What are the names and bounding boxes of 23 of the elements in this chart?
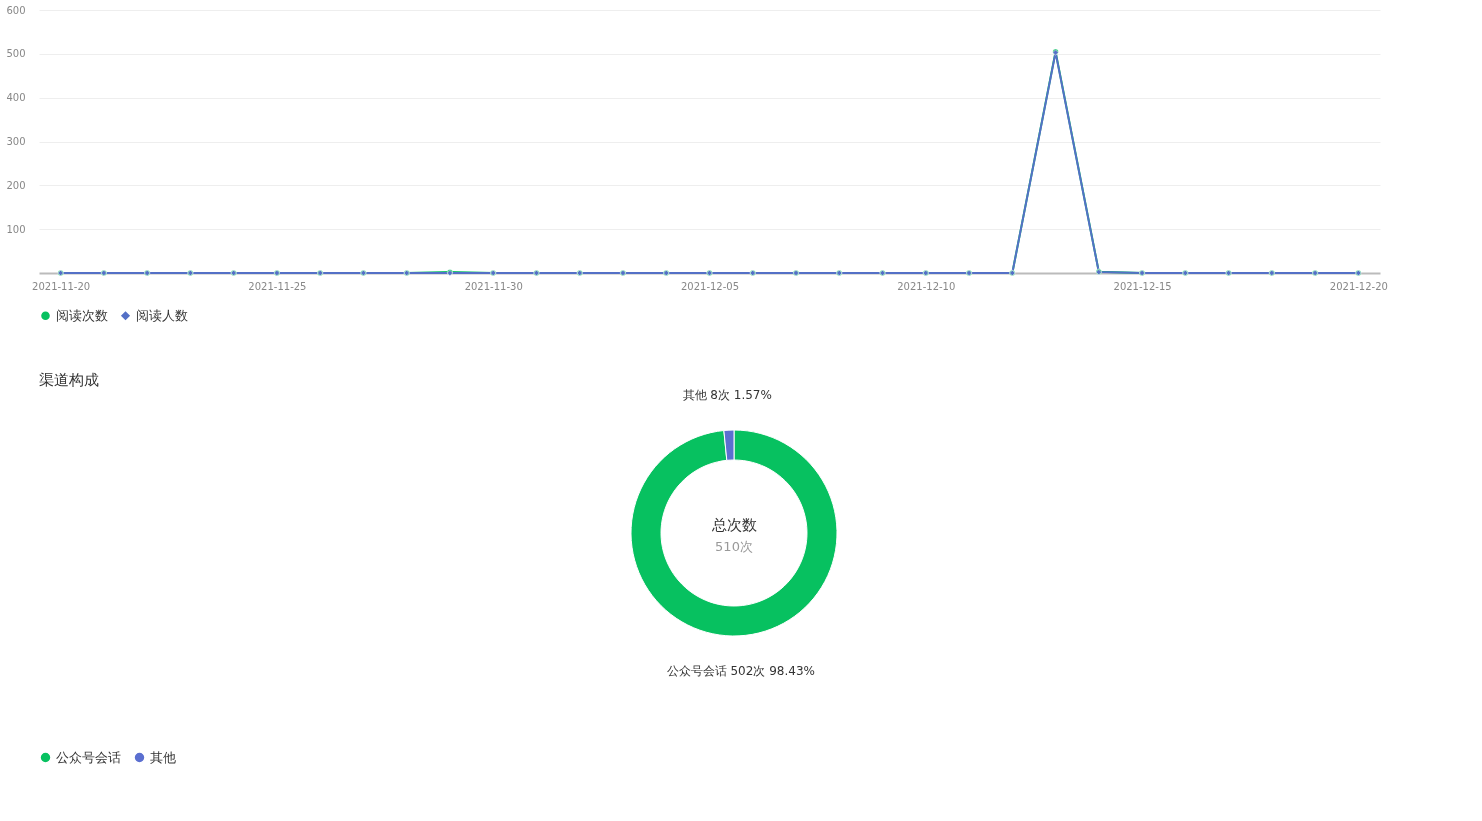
- y-tick-label: 100: [6, 223, 26, 235]
- legend-label: 阅读人数: [136, 307, 188, 323]
- y-tick-label: 300: [6, 136, 26, 147]
- data-label: 其他 8次 1.57%: [682, 388, 772, 403]
- y-tick-label: 600: [6, 4, 26, 16]
- legend-label: 公众号会话: [56, 749, 121, 765]
- legend-label: 阅读次数: [56, 307, 108, 323]
- x-tick-label: 2021-11-20: [32, 280, 91, 292]
- text: 510次: [715, 539, 753, 554]
- y-tick-label: 400: [6, 92, 26, 104]
- legend-label: 其他: [150, 749, 176, 765]
- x-tick-label: 2021-12-15: [1113, 280, 1172, 292]
- data-label: 公众号会话 502次 98.43%: [666, 663, 815, 678]
- y-tick-label: 200: [6, 179, 26, 191]
- x-tick-label: 2021-12-05: [680, 280, 740, 292]
- chart-title: 渠道构成: [39, 371, 99, 389]
- y-tick-label: 500: [6, 48, 26, 60]
- text: 总次数: [710, 516, 757, 534]
- donut-slice: [630, 429, 838, 637]
- x-tick-label: 2021-12-10: [897, 280, 956, 292]
- x-tick-label: 2021-11-25: [248, 280, 307, 292]
- x-tick-label: 2021-12-20: [1329, 280, 1388, 292]
- x-tick-label: 2021-11-30: [464, 280, 523, 292]
